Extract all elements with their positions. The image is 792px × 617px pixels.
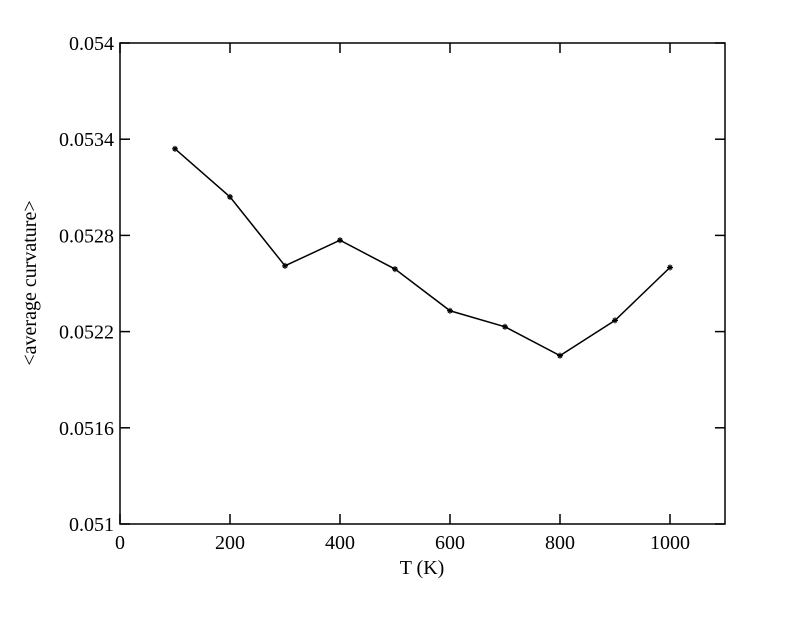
data-point	[172, 145, 178, 152]
y-tick-label: 0.0522	[59, 322, 114, 344]
data-point	[612, 317, 618, 324]
x-tick-label: 600	[435, 532, 465, 554]
y-tick-label: 0.0516	[59, 418, 114, 440]
x-tick-label: 800	[545, 532, 575, 554]
data-point	[282, 262, 288, 269]
x-axis-label: T (K)	[400, 557, 445, 579]
y-tick-label: 0.0534	[59, 129, 114, 151]
x-tick-label: 200	[215, 532, 245, 554]
data-point	[502, 323, 508, 330]
data-point	[557, 352, 563, 359]
y-axis-label: <average curvature>	[19, 200, 41, 365]
y-tick-label: 0.051	[69, 514, 114, 536]
data-point	[392, 266, 398, 273]
x-tick-label: 400	[325, 532, 355, 554]
data-point	[227, 193, 233, 200]
plot-frame	[119, 42, 726, 525]
y-tick-label: 0.0528	[59, 225, 114, 247]
data-point	[667, 264, 673, 271]
data-point	[337, 237, 343, 244]
data-line	[174, 148, 671, 357]
x-tick-label: 0	[115, 532, 125, 554]
x-tick-label: 1000	[650, 532, 690, 554]
data-point	[447, 307, 453, 314]
y-tick-label: 0.054	[69, 33, 114, 55]
